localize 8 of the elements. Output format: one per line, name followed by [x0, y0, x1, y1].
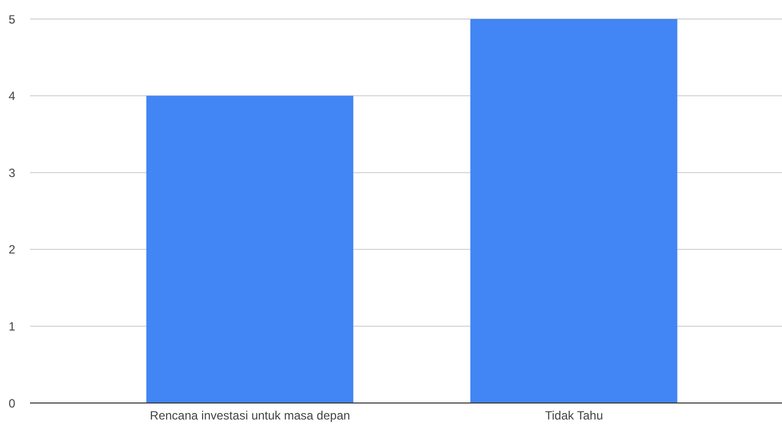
x-tick-label: Rencana investasi untuk masa depan — [150, 408, 350, 423]
x-tick-label: Tidak Tahu — [544, 408, 604, 423]
y-tick-label: 5 — [8, 12, 16, 26]
y-tick-label: 0 — [8, 396, 16, 410]
y-tick-label: 1 — [8, 319, 16, 334]
y-tick-label: 2 — [8, 242, 16, 257]
y-tick-label: 3 — [8, 166, 16, 180]
y-tick-label: 4 — [8, 89, 16, 104]
